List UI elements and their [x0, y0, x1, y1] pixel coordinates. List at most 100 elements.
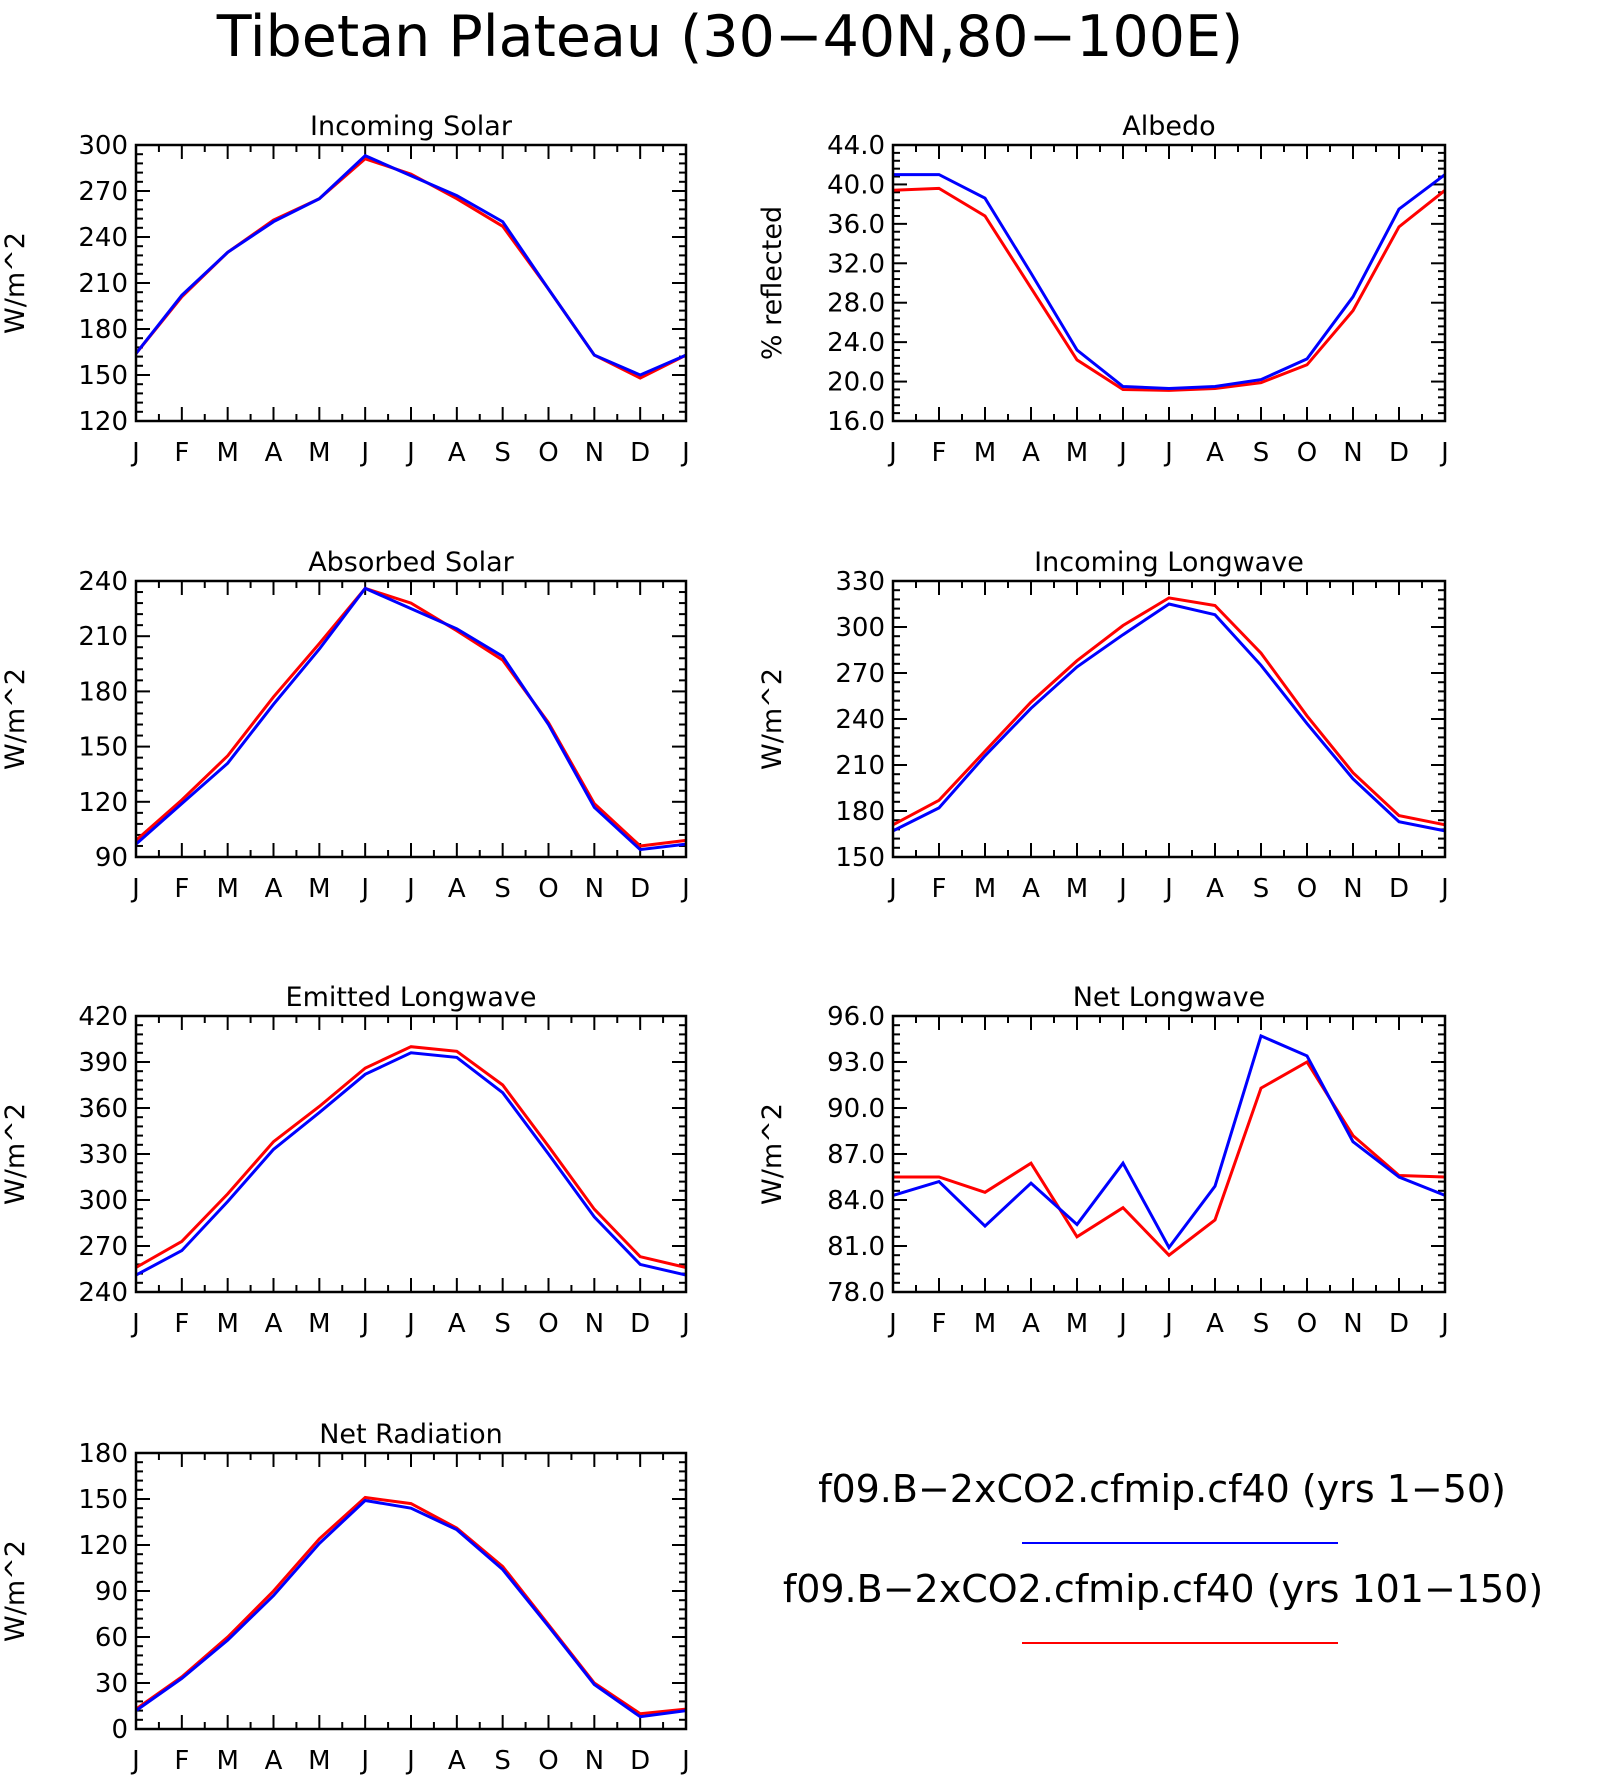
y-tick-label: 16.0	[827, 407, 885, 437]
series-line-yrs-101-150	[893, 1059, 1446, 1258]
x-tick-label: F	[174, 874, 189, 904]
plot-frame	[134, 143, 688, 423]
x-tick-label: M	[308, 1746, 330, 1776]
y-axis-label: W/m^2	[0, 668, 31, 770]
y-tick-label: 93.0	[827, 1048, 885, 1078]
plot-frame	[891, 1014, 1447, 1294]
y-axis-label: % reflected	[757, 206, 788, 360]
y-tick-label: 36.0	[827, 210, 885, 240]
x-tick-label: J	[359, 438, 369, 468]
y-tick-label: 300	[78, 1186, 128, 1216]
y-tick-label: 240	[78, 567, 128, 597]
x-tick-label: N	[1343, 438, 1362, 468]
chart-title: Absorbed Solar	[308, 547, 514, 578]
y-axis-label: W/m^2	[757, 1103, 788, 1205]
x-tick-label: O	[538, 1309, 558, 1339]
series-line-yrs-1-50	[134, 153, 687, 377]
y-tick-label: 84.0	[827, 1186, 885, 1216]
chart-title: Incoming Solar	[310, 111, 513, 142]
x-tick-label: M	[308, 874, 330, 904]
x-tick-label: A	[265, 1746, 283, 1776]
y-tick-label: 40.0	[827, 170, 885, 200]
x-tick-label: O	[1297, 874, 1317, 904]
y-tick-label: 28.0	[827, 289, 885, 319]
y-tick-label: 90	[95, 1577, 128, 1607]
y-tick-label: 90.0	[827, 1094, 885, 1124]
y-tick-label: 390	[78, 1048, 128, 1078]
x-tick-label: J	[887, 874, 897, 904]
y-tick-label: 240	[78, 1278, 128, 1308]
x-tick-label: O	[538, 438, 558, 468]
x-tick-label: F	[174, 438, 189, 468]
x-tick-label: J	[405, 874, 415, 904]
x-tick-label: N	[585, 1309, 604, 1339]
x-tick-label: J	[359, 1746, 369, 1776]
x-tick-label: J	[1117, 1309, 1127, 1339]
y-tick-label: 180	[78, 1439, 128, 1469]
x-tick-label: A	[265, 874, 283, 904]
x-tick-label: S	[494, 874, 511, 904]
y-tick-label: 240	[78, 223, 128, 253]
plot-frame	[891, 143, 1447, 423]
plot-frame	[134, 1451, 688, 1731]
x-tick-label: J	[680, 1746, 690, 1776]
x-tick-label: A	[1206, 438, 1224, 468]
x-tick-label: D	[630, 874, 650, 904]
x-tick-label: J	[359, 1309, 369, 1339]
y-axis-label: W/m^2	[757, 668, 788, 770]
x-tick-label: J	[1117, 438, 1127, 468]
x-tick-label: J	[405, 438, 415, 468]
x-tick-label: M	[1066, 438, 1088, 468]
x-tick-label: M	[974, 438, 996, 468]
plot-frame	[891, 579, 1447, 859]
y-tick-label: 60	[95, 1623, 128, 1653]
x-tick-label: A	[1022, 438, 1040, 468]
x-tick-label: N	[585, 438, 604, 468]
figure-title-area: Tibetan Plateau (30−40N,80−100E)	[216, 4, 1244, 70]
x-tick-label: J	[680, 874, 690, 904]
x-tick-label: A	[448, 1309, 466, 1339]
chart-title: Net Longwave	[1073, 982, 1266, 1013]
x-tick-label: F	[174, 1746, 189, 1776]
y-tick-label: 330	[835, 567, 885, 597]
x-tick-label: S	[1253, 1309, 1270, 1339]
x-tick-label: J	[887, 1309, 897, 1339]
x-tick-label: A	[265, 1309, 283, 1339]
x-tick-label: J	[887, 438, 897, 468]
series-line-yrs-1-50	[893, 173, 1446, 391]
plot-frame	[134, 1014, 688, 1294]
series-line-yrs-101-150	[892, 186, 1446, 392]
x-tick-label: J	[1163, 438, 1173, 468]
y-tick-label: 180	[78, 315, 128, 345]
y-tick-label: 150	[78, 1485, 128, 1515]
y-tick-label: 270	[78, 177, 128, 207]
x-tick-label: S	[494, 1309, 511, 1339]
y-tick-label: 300	[835, 613, 885, 643]
chart-title: Net Radiation	[319, 1419, 503, 1450]
x-tick-label: J	[680, 438, 690, 468]
x-tick-label: F	[932, 874, 947, 904]
x-tick-label: O	[538, 874, 558, 904]
y-axis-label: W/m^2	[0, 1540, 31, 1642]
x-tick-label: D	[1389, 1309, 1409, 1339]
y-tick-label: 150	[835, 843, 885, 873]
x-tick-label: D	[1389, 874, 1409, 904]
series-line-yrs-1-50	[892, 1033, 1446, 1251]
x-tick-label: F	[174, 1309, 189, 1339]
y-tick-label: 210	[78, 622, 128, 652]
y-tick-label: 180	[78, 677, 128, 707]
x-tick-label: J	[130, 1309, 140, 1339]
y-tick-label: 210	[78, 269, 128, 299]
y-tick-label: 44.0	[827, 131, 885, 161]
x-tick-label: D	[630, 1309, 650, 1339]
y-tick-label: 120	[78, 407, 128, 437]
series-line-yrs-101-150	[892, 596, 1446, 827]
x-tick-label: D	[630, 438, 650, 468]
